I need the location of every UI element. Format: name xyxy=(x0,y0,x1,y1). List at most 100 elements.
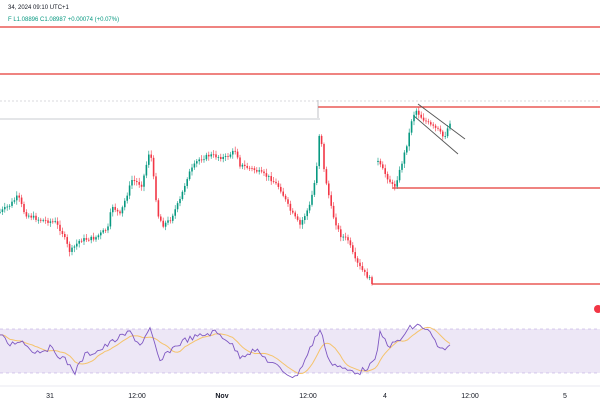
candle-body xyxy=(1,209,4,212)
candle-body xyxy=(227,156,229,157)
candle-body xyxy=(410,121,413,133)
candle-body xyxy=(0,211,1,213)
candle-body xyxy=(145,164,148,176)
candle-body xyxy=(308,204,311,211)
candle-body xyxy=(184,185,186,192)
candle-body xyxy=(384,168,386,174)
candle-body xyxy=(403,152,406,164)
candle-body xyxy=(241,164,244,167)
candle-body xyxy=(413,114,415,122)
candle-body xyxy=(265,173,268,177)
candle-body xyxy=(272,181,275,182)
candle-body xyxy=(299,219,301,225)
candle-body xyxy=(196,161,198,164)
candle-body xyxy=(337,225,340,230)
candle-body xyxy=(251,168,253,169)
candle-body xyxy=(157,200,160,217)
rsi-pane[interactable] xyxy=(0,323,600,379)
candle-body xyxy=(306,210,308,217)
candle-body xyxy=(76,243,78,247)
candle-body xyxy=(277,183,280,187)
candle-body xyxy=(282,191,284,196)
candle-body xyxy=(114,206,116,210)
candle-body xyxy=(437,127,439,129)
candle-body xyxy=(328,183,330,196)
candle-body xyxy=(434,125,437,128)
candle-body xyxy=(422,117,425,121)
candle-body xyxy=(64,233,66,238)
time-axis-label: 12:00 xyxy=(299,393,317,400)
candle-body xyxy=(44,220,47,222)
candle-body xyxy=(449,123,451,129)
candle-body xyxy=(59,224,61,232)
time-axis[interactable]: 31 12:00 Nov 12:00 4 12:00 5 xyxy=(46,393,567,400)
candle-body xyxy=(354,252,356,259)
candle-body xyxy=(361,266,364,271)
rsi-moving-average-line xyxy=(0,326,451,375)
candle-body xyxy=(425,120,427,122)
candle-body xyxy=(320,135,323,145)
candle-body xyxy=(253,168,256,171)
candle-body xyxy=(140,184,143,187)
candle-body xyxy=(164,222,167,227)
candle-body xyxy=(112,206,114,213)
candle-body xyxy=(236,151,239,158)
candle-body xyxy=(167,220,169,223)
candle-body xyxy=(102,230,104,233)
candle-body xyxy=(248,167,251,169)
candle-body xyxy=(203,159,205,161)
channel-lower-line[interactable] xyxy=(413,115,459,155)
candle-body xyxy=(430,122,432,125)
candle-body xyxy=(377,160,379,162)
candle-body xyxy=(71,247,73,252)
candle-body xyxy=(352,245,354,253)
candle-body xyxy=(52,221,54,223)
candle-body xyxy=(224,156,227,157)
candle-body xyxy=(313,182,316,195)
candle-body xyxy=(220,157,222,160)
candle-body xyxy=(323,144,325,170)
candle-body xyxy=(234,150,236,152)
candle-body xyxy=(179,199,181,204)
time-axis-label: Nov xyxy=(215,393,228,400)
time-axis-label: 12:00 xyxy=(128,393,146,400)
candle-body xyxy=(208,154,210,157)
candle-body xyxy=(215,154,217,158)
channel-upper-line[interactable] xyxy=(417,103,466,140)
candle-body xyxy=(432,124,434,126)
candle-body xyxy=(126,195,128,201)
candle-body xyxy=(30,215,32,218)
candle-body xyxy=(109,212,112,227)
candle-body xyxy=(444,136,446,137)
candle-body xyxy=(42,220,44,222)
candle-body xyxy=(415,110,418,115)
candle-body xyxy=(382,164,384,169)
candle-body xyxy=(364,270,366,272)
candle-body xyxy=(119,211,121,214)
candle-body xyxy=(200,159,203,161)
candle-body xyxy=(368,277,371,278)
candle-body xyxy=(20,197,23,205)
candle-body xyxy=(90,236,92,241)
candle-body xyxy=(73,246,76,248)
candle-body xyxy=(193,163,196,168)
candle-body xyxy=(289,203,292,211)
candle-body xyxy=(418,110,420,115)
candle-body xyxy=(280,186,282,192)
candle-body xyxy=(174,209,176,216)
candle-body xyxy=(427,121,430,123)
candle-body xyxy=(32,215,35,218)
candle-body xyxy=(28,215,30,217)
candle-body xyxy=(284,195,287,200)
time-axis-label: 31 xyxy=(46,393,54,400)
candle-body xyxy=(325,169,328,184)
candle-body xyxy=(162,220,164,227)
horizontal-levels xyxy=(0,26,600,285)
candle-body xyxy=(408,132,410,147)
candle-body xyxy=(198,159,200,162)
candle-body xyxy=(188,171,191,180)
candle-body xyxy=(172,215,174,221)
candle-body xyxy=(301,220,304,225)
candle-body xyxy=(356,258,359,263)
